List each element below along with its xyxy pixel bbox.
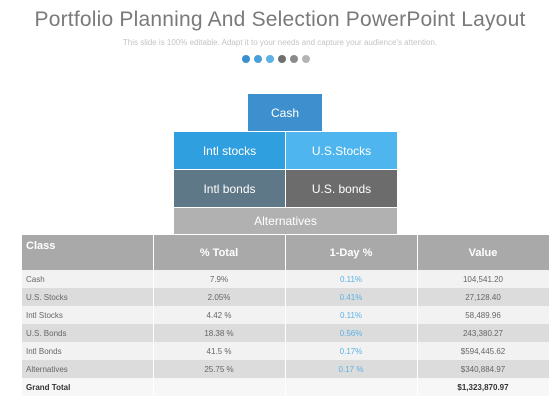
table-row: U.S. Bonds 18.38 % 0.56% 243,380.27 (22, 324, 550, 342)
column-header-total: % Total (153, 235, 286, 270)
pyramid-block-intl-stocks: Intl stocks (174, 132, 285, 169)
dot-2 (254, 55, 262, 63)
table-row: Intl Bonds 41.5 % 0.17% $594,445.62 (22, 342, 550, 360)
cell-class: U.S. Bonds (22, 324, 154, 342)
cell-value: $1,323,870.97 (417, 378, 550, 396)
cell-class: Intl Bonds (22, 342, 154, 360)
column-header-oneday: 1-Day % (285, 235, 418, 270)
cell-total (153, 378, 286, 396)
cell-class: Cash (22, 270, 154, 288)
cell-value: 27,128.40 (417, 288, 550, 306)
cell-value: 243,380.27 (417, 324, 550, 342)
cell-oneday: 0.17% (285, 342, 418, 360)
cell-total: 18.38 % (153, 324, 286, 342)
table-total-row: Grand Total $1,323,870.97 (22, 378, 550, 396)
cell-value: 104,541.20 (417, 270, 550, 288)
cell-oneday (285, 378, 418, 396)
cell-oneday: 0.11% (285, 270, 418, 288)
column-header-class: Class (22, 235, 154, 270)
pyramid-block-us-stocks: U.S.Stocks (286, 132, 397, 169)
cell-oneday: 0.11% (285, 306, 418, 324)
cell-total: 7.9% (153, 270, 286, 288)
cell-class: Grand Total (22, 378, 154, 396)
page-title: Portfolio Planning And Selection PowerPo… (34, 8, 526, 31)
table-row: U.S. Stocks 2.05% 0.41% 27,128.40 (22, 288, 550, 306)
pyramid-block-us-bonds: U.S. bonds (286, 170, 397, 207)
table-header-row: Class % Total 1-Day % Value (22, 235, 550, 270)
pyramid-block-intl-bonds: Intl bonds (174, 170, 285, 207)
table-row: Intl Stocks 4.42 % 0.11% 58,489.96 (22, 306, 550, 324)
cell-value: $594,445.62 (417, 342, 550, 360)
cell-total: 4.42 % (153, 306, 286, 324)
dot-4 (278, 55, 286, 63)
page-subtitle: This slide is 100% editable. Adapt it to… (122, 38, 438, 47)
portfolio-table: Class % Total 1-Day % Value Cash 7.9% 0.… (22, 235, 550, 396)
cell-total: 2.05% (153, 288, 286, 306)
cell-total: 25.75 % (153, 360, 286, 378)
cell-oneday: 0.41% (285, 288, 418, 306)
cell-value: 58,489.96 (417, 306, 550, 324)
cell-class: U.S. Stocks (22, 288, 154, 306)
dot-5 (290, 55, 298, 63)
cell-class: Alternatives (22, 360, 154, 378)
dot-3 (266, 55, 274, 63)
cell-oneday: 0.17 % (285, 360, 418, 378)
cell-class: Intl Stocks (22, 306, 154, 324)
dot-6 (302, 55, 310, 63)
pyramid-block-alternatives: Alternatives (174, 208, 397, 234)
cell-value: $340,884.97 (417, 360, 550, 378)
pyramid-block-cash: Cash (248, 94, 322, 131)
cell-oneday: 0.56% (285, 324, 418, 342)
cell-total: 41.5 % (153, 342, 286, 360)
column-header-value: Value (417, 235, 550, 270)
table-row: Cash 7.9% 0.11% 104,541.20 (22, 270, 550, 288)
dot-1 (242, 55, 250, 63)
decorative-dots (242, 55, 310, 63)
table-row: Alternatives 25.75 % 0.17 % $340,884.97 (22, 360, 550, 378)
